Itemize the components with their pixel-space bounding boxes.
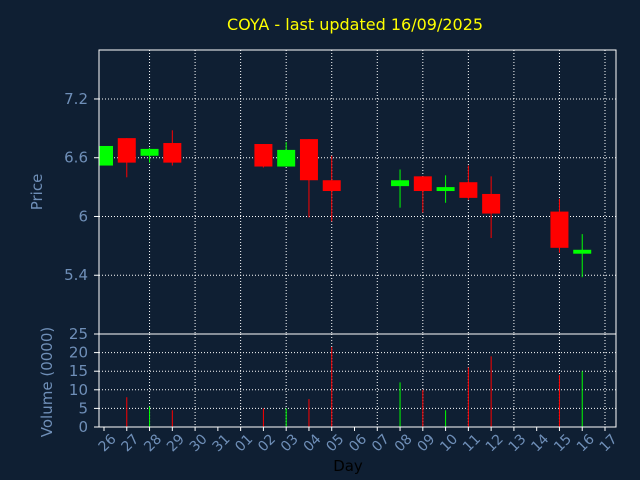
candle-body — [117, 138, 136, 163]
volume-grid — [99, 334, 616, 427]
volume-tick-label: 20 — [69, 344, 88, 362]
volume-bars — [126, 347, 583, 427]
volume-tick-label: 5 — [78, 399, 88, 417]
volume-tick-label: 0 — [78, 418, 88, 436]
volume-axis-label: Volume (0000) — [38, 327, 56, 437]
price-axis-label: Price — [28, 174, 46, 211]
candle-body — [277, 149, 296, 167]
candle-body — [254, 144, 273, 167]
volume-plot-frame — [98, 333, 617, 428]
chart-title: COYA - last updated 16/09/2025 — [227, 15, 483, 34]
candle-body — [391, 180, 410, 187]
price-tick-label: 7.2 — [64, 90, 88, 108]
price-tick-label: 6.6 — [64, 149, 88, 167]
candle-body — [299, 139, 318, 181]
volume-tick-label: 15 — [69, 362, 88, 380]
volume-tick-label: 10 — [69, 381, 88, 399]
candle-body — [482, 193, 501, 214]
x-axis-label: Day — [333, 457, 363, 475]
candle-body — [573, 249, 592, 254]
volume-tick-label: 25 — [69, 325, 88, 343]
candle-body — [99, 145, 113, 166]
candle-body — [459, 182, 478, 198]
candle-body — [163, 143, 182, 163]
candle-body — [436, 187, 455, 192]
price-tick-label: 5.4 — [64, 266, 88, 284]
candle-body — [140, 148, 159, 156]
candle-body — [550, 211, 569, 248]
price-y-ticks: 5.4 6 6.6 7.2 — [64, 90, 99, 284]
candle-body — [413, 176, 432, 192]
candles — [99, 130, 592, 278]
price-tick-label: 6 — [78, 207, 88, 225]
x-ticks: 2627282930310102030405060708091011121314… — [96, 427, 621, 455]
candle-body — [322, 180, 341, 192]
